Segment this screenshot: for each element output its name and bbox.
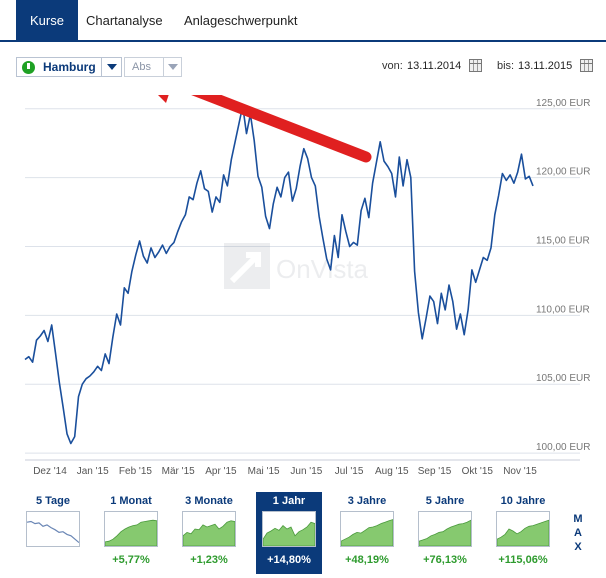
price-chart[interactable]: OnVista 100,00 EUR 105,00 EUR 110,00 EUR 11… bbox=[0, 95, 606, 480]
x-tick-label: Jul '15 bbox=[335, 466, 364, 477]
period-5[interactable]: 3 Jahre +48,19% bbox=[334, 492, 400, 574]
watermark: OnVista bbox=[224, 243, 369, 289]
period-2[interactable]: 1 Monat +5,77% bbox=[98, 492, 164, 574]
y-tick-label: 115,00 EUR bbox=[536, 236, 590, 247]
period-change: +5,77% bbox=[112, 554, 150, 566]
thumbnail-area bbox=[497, 519, 549, 546]
period-thumbnail bbox=[182, 511, 236, 547]
y-tick-label: 105,00 EUR bbox=[536, 373, 590, 384]
to-label: bis: bbox=[497, 60, 515, 72]
exchange-dropdown-button[interactable] bbox=[101, 58, 121, 76]
x-tick-label: Feb '15 bbox=[119, 466, 152, 477]
x-tick-label: Sep '15 bbox=[418, 466, 452, 477]
chevron-down-icon bbox=[168, 64, 178, 70]
watermark-text: OnVista bbox=[276, 254, 369, 284]
tab-anlageschwerpunkt[interactable]: Anlageschwerpunkt bbox=[184, 13, 298, 28]
x-tick-label: Okt '15 bbox=[462, 466, 494, 477]
y-tick-label: 125,00 EUR bbox=[536, 98, 590, 109]
period-label: 5 Tage bbox=[35, 495, 71, 507]
price-line bbox=[24, 105, 534, 445]
period-label: 10 Jahre bbox=[500, 495, 546, 507]
red-arrow-annotation bbox=[158, 95, 372, 163]
status-dot-icon bbox=[22, 61, 35, 74]
period-thumbnail bbox=[262, 511, 316, 547]
x-tick-label: Dez '14 bbox=[33, 466, 67, 477]
x-tick-label: Aug '15 bbox=[375, 466, 409, 477]
to-calendar-icon[interactable] bbox=[580, 59, 593, 72]
period-change: +76,13% bbox=[423, 554, 467, 566]
x-tick-label: Mai '15 bbox=[248, 466, 280, 477]
y-tick-label: 110,00 EUR bbox=[536, 304, 590, 315]
tab-kurse[interactable]: Kurse bbox=[16, 0, 78, 40]
x-tick-label: Jun '15 bbox=[290, 466, 322, 477]
from-label: von: bbox=[382, 60, 403, 72]
exchange-select[interactable]: Hamburg bbox=[16, 57, 122, 77]
period-change: +14,80% bbox=[267, 554, 311, 566]
from-date[interactable]: 13.11.2014 bbox=[407, 60, 462, 72]
period-label: 3 Jahre bbox=[347, 495, 387, 507]
exchange-label: Hamburg bbox=[43, 60, 96, 74]
thumbnail-line bbox=[27, 520, 79, 544]
period-4[interactable]: 1 Jahr +14,80% bbox=[256, 492, 322, 574]
period-7[interactable]: 10 Jahre +115,06% bbox=[490, 492, 556, 574]
watermark-logo-icon bbox=[224, 243, 270, 289]
x-tick-label: Mär '15 bbox=[162, 466, 195, 477]
thumbnail-area bbox=[105, 519, 157, 546]
period-thumbnail bbox=[104, 511, 158, 547]
x-tick-label: Apr '15 bbox=[205, 466, 237, 477]
period-change: +115,06% bbox=[498, 554, 548, 566]
tab-chartanalyse[interactable]: Chartanalyse bbox=[86, 13, 163, 28]
period-1[interactable]: 5 Tage bbox=[20, 492, 86, 574]
scale-mode-dropdown-button[interactable] bbox=[163, 58, 181, 76]
chevron-down-icon bbox=[107, 64, 117, 70]
thumbnail-area bbox=[263, 521, 315, 546]
period-thumbnail bbox=[418, 511, 472, 547]
scale-mode-select[interactable]: Abs bbox=[124, 57, 182, 77]
tab-bar: Kurse Chartanalyse Anlageschwerpunkt bbox=[0, 0, 606, 42]
period-3[interactable]: 3 Monate +1,23% bbox=[176, 492, 242, 574]
period-thumbnail bbox=[340, 511, 394, 547]
max-period-button[interactable]: M A X bbox=[573, 513, 583, 553]
y-axis: 100,00 EUR 105,00 EUR 110,00 EUR 115,00 EUR… bbox=[536, 98, 590, 453]
period-label: 1 Jahr bbox=[272, 495, 306, 507]
period-thumbnail bbox=[26, 511, 80, 547]
period-change: +1,23% bbox=[190, 554, 228, 566]
period-label: 1 Monat bbox=[110, 495, 152, 507]
thumbnail-area bbox=[183, 520, 235, 546]
to-date[interactable]: 13.11.2015 bbox=[518, 60, 573, 72]
scale-mode-label: Abs bbox=[132, 61, 151, 73]
period-6[interactable]: 5 Jahre +76,13% bbox=[412, 492, 478, 574]
period-label: 5 Jahre bbox=[425, 495, 465, 507]
period-thumbnail bbox=[496, 511, 550, 547]
thumbnail-area bbox=[341, 519, 393, 546]
thumbnail-area bbox=[419, 519, 471, 546]
x-axis: Dez '14 Jan '15 Feb '15 Mär '15 Apr '15 Mai '… bbox=[33, 466, 537, 477]
x-tick-label: Jan '15 bbox=[77, 466, 109, 477]
chart-grid bbox=[25, 108, 580, 461]
period-label: 3 Monate bbox=[185, 495, 233, 507]
y-tick-label: 100,00 EUR bbox=[536, 442, 590, 453]
period-change: +48,19% bbox=[345, 554, 389, 566]
x-tick-label: Nov '15 bbox=[503, 466, 537, 477]
y-tick-label: 120,00 EUR bbox=[536, 167, 590, 178]
from-calendar-icon[interactable] bbox=[469, 59, 482, 72]
